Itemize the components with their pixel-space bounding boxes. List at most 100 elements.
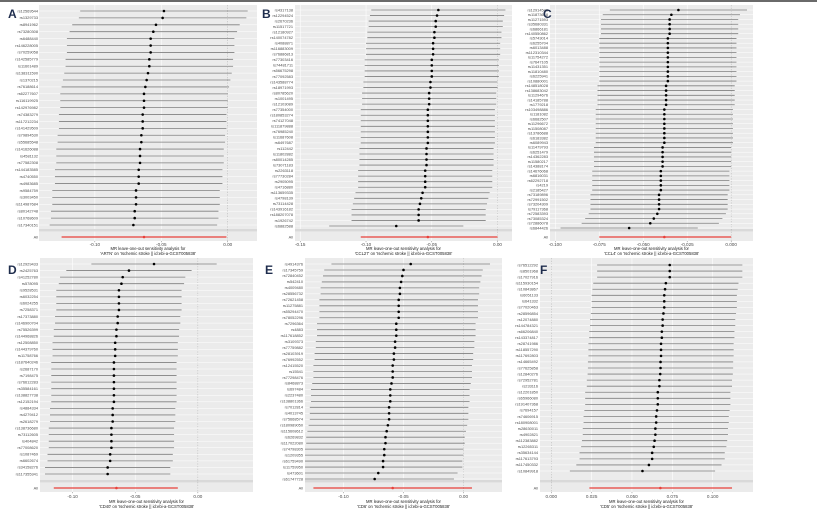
snp-label: rs8468873	[285, 381, 303, 386]
snp-label: rs112442	[277, 146, 293, 151]
snp-label: rs9528531	[20, 288, 38, 293]
x-tick-label: 0.100	[707, 494, 719, 499]
snp-label: rs72952781	[517, 377, 538, 382]
snp-estimate-point	[431, 47, 435, 51]
snp-label: rs77582308	[17, 160, 38, 165]
snp-estimate-point	[666, 46, 670, 50]
snp-estimate-point	[154, 23, 158, 27]
snp-estimate-point	[137, 168, 140, 172]
snp-estimate-point	[142, 106, 146, 109]
x-tick-label: 0.000	[725, 242, 737, 247]
snp-label: rs11479793	[528, 145, 548, 150]
snp-estimate-point	[391, 364, 394, 367]
snp-label: rs7198475	[20, 373, 38, 378]
snp-label: rs28596854	[517, 311, 538, 316]
snp-label: rs12569544	[17, 8, 38, 13]
snp-label: rs76512292	[517, 262, 538, 267]
snp-label: rs191407368	[515, 402, 538, 407]
snp-label: rs80785620	[272, 90, 293, 95]
snp-label: rs142585779	[15, 57, 38, 62]
snp-estimate-point	[663, 122, 666, 126]
snp-estimate-point	[661, 150, 664, 154]
snp-estimate-point	[112, 367, 116, 371]
x-axis-title-line2: 'CCL4' on 'Ischemic stroke || id:ebi-a-G…	[604, 251, 699, 256]
snp-estimate-point	[423, 174, 427, 178]
snp-label: rs6488440	[20, 36, 39, 41]
snp-estimate-point	[399, 280, 403, 284]
snp-label: rs117355341	[16, 471, 38, 476]
snp-label: rs6024255	[20, 301, 38, 306]
snp-estimate-point	[134, 196, 138, 199]
x-axis-title-line1: MR leave-one-out sensitivity analysis fo…	[614, 246, 690, 251]
x-axis-title-line1: MR leave-one-out sensitivity analysis fo…	[109, 499, 185, 504]
snp-estimate-point	[666, 70, 670, 73]
snp-estimate-point	[677, 8, 680, 12]
snp-label: rs6497687	[275, 140, 293, 145]
snp-label: rs73204309	[527, 202, 548, 207]
snp-label: rs35584161	[17, 386, 38, 391]
snp-label: rs143374817	[515, 335, 538, 340]
snp-label: rs115930154	[516, 280, 539, 285]
snp-estimate-point	[373, 477, 376, 481]
panel-letter: C	[543, 7, 552, 21]
snp-estimate-point	[137, 182, 140, 185]
snp-label: rs4902821	[520, 432, 538, 437]
snp-estimate-point	[662, 293, 666, 297]
snp-label: rs6602674	[20, 458, 39, 463]
snp-label: rs6051133	[520, 293, 538, 298]
x-tick-label: -0.05	[156, 242, 167, 247]
x-tick-label: 0.00	[493, 242, 502, 247]
snp-estimate-point	[663, 131, 666, 135]
snp-label: rs113659335	[271, 190, 293, 195]
panel-letter: B	[262, 7, 271, 21]
snp-label: rs66206840	[517, 329, 538, 334]
snp-estimate-point	[668, 269, 672, 273]
snp-label: rs41252780	[17, 274, 38, 279]
snp-estimate-point	[426, 141, 430, 145]
snp-estimate-point	[661, 318, 664, 321]
overall-label: All	[34, 234, 38, 239]
snp-label: rs8941962	[20, 22, 38, 27]
snp-estimate-point	[161, 16, 164, 20]
snp-estimate-point	[106, 466, 109, 469]
x-tick-label: 0.075	[667, 494, 679, 499]
snp-estimate-point	[663, 112, 666, 116]
snp-estimate-point	[116, 315, 119, 318]
snp-label: rs6032254	[20, 294, 39, 299]
snp-estimate-point	[658, 384, 661, 388]
snp-estimate-point	[659, 348, 663, 352]
snp-label: rs7694157	[520, 408, 538, 413]
snp-label: rs144183585	[15, 167, 38, 172]
snp-label: rs11758766	[18, 353, 38, 358]
snp-estimate-point	[140, 133, 143, 137]
snp-estimate-point	[397, 316, 400, 320]
snp-label: rs17027916	[517, 274, 538, 279]
snp-label: rs18971993	[272, 85, 293, 90]
plot-background	[295, 5, 512, 241]
snp-estimate-point	[418, 202, 422, 206]
snp-estimate-point	[145, 78, 148, 82]
snp-estimate-point	[661, 160, 664, 163]
snp-estimate-point	[661, 165, 664, 168]
snp-estimate-point	[397, 298, 400, 302]
x-tick-label: 0.050	[626, 494, 638, 499]
x-tick-label: -0.10	[361, 242, 372, 247]
snp-label: rs117618852	[281, 333, 303, 338]
snp-label: rs76188614	[17, 84, 38, 89]
snp-estimate-point	[654, 433, 657, 436]
snp-estimate-point	[137, 175, 140, 178]
snp-estimate-point	[149, 44, 152, 47]
snp-label: rs117450332	[516, 462, 538, 467]
snp-label: rs79894530	[17, 133, 38, 138]
x-tick-label: -0.15	[295, 242, 306, 247]
snp-label: rs6089943	[530, 140, 548, 145]
snp-label: rs14665492	[517, 359, 538, 364]
snp-estimate-point	[117, 308, 121, 312]
snp-label: rs10768609	[17, 215, 38, 220]
snp-estimate-point	[433, 30, 436, 34]
snp-estimate-point	[666, 60, 670, 64]
x-tick-label: -0.100	[549, 242, 562, 247]
snp-label: rs233116	[522, 383, 538, 388]
snp-label: rs55294470	[282, 309, 303, 314]
snp-label: rs73071183	[273, 162, 293, 167]
